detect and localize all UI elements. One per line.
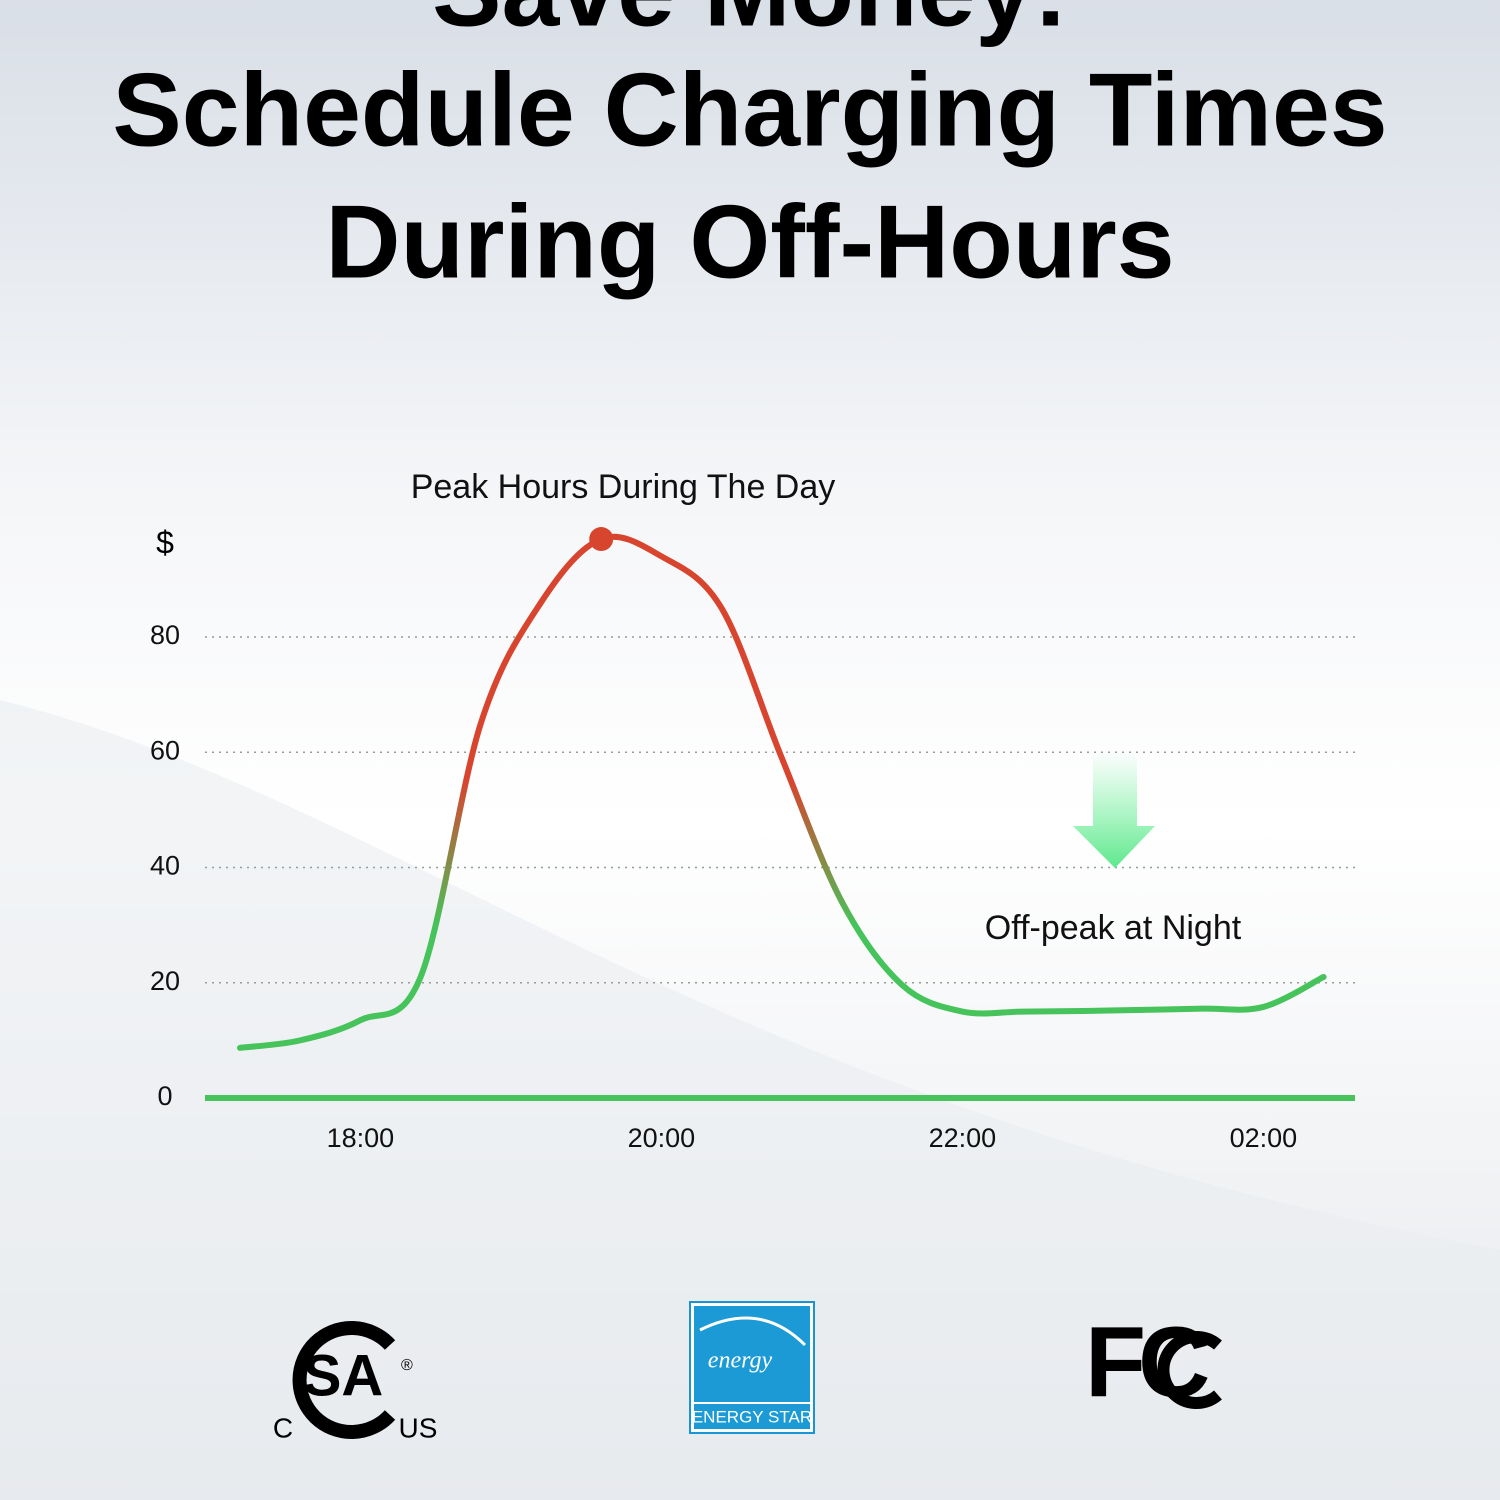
plot: 0 20 40 60 80 18:00 20:00 22:00 02:00 Peak Hours … <box>150 468 1355 1153</box>
y-tick-label: 40 <box>150 851 180 881</box>
x-tick-label: 18:00 <box>327 1123 395 1153</box>
title-line: Save Money: <box>432 0 1068 48</box>
fcc-arc <box>1157 1331 1222 1409</box>
csa-right: US <box>399 1412 438 1443</box>
x-tick-label: 02:00 <box>1230 1123 1298 1153</box>
csa-left: C <box>273 1412 293 1443</box>
x-tick-label: 20:00 <box>628 1123 696 1153</box>
es-caption-bg <box>694 1404 810 1429</box>
annotation: Peak Hours During The Day <box>411 468 836 506</box>
y-tick-label: 60 <box>150 735 180 765</box>
fcc-logo: FC <box>1085 1306 1222 1418</box>
y-tick-label: 80 <box>150 620 180 650</box>
title-line: Schedule Charging Times <box>112 52 1387 168</box>
y-tick-label: 0 <box>157 1081 172 1111</box>
y-axis-label: $ <box>156 524 174 560</box>
energy-star-logo: energy ENERGY STAR <box>689 1301 815 1434</box>
annotation: Off-peak at Night <box>985 909 1242 947</box>
es-script: energy <box>708 1348 773 1374</box>
down-arrow <box>1073 752 1155 868</box>
price-line <box>237 533 1327 1051</box>
es-caption: ENERGY STAR <box>692 1407 812 1426</box>
csa-mark: SA <box>303 1343 384 1408</box>
csa-registered: ® <box>401 1357 413 1374</box>
title-line: During Off-Hours <box>325 184 1174 300</box>
es-panel <box>694 1306 810 1402</box>
csa-logo: SA ® C US <box>273 1321 438 1443</box>
x-tick-label: 22:00 <box>929 1123 997 1153</box>
peak-marker <box>589 527 614 552</box>
es-arc <box>699 1316 807 1347</box>
csa-ring <box>292 1321 396 1439</box>
y-tick-label: 20 <box>150 966 180 996</box>
